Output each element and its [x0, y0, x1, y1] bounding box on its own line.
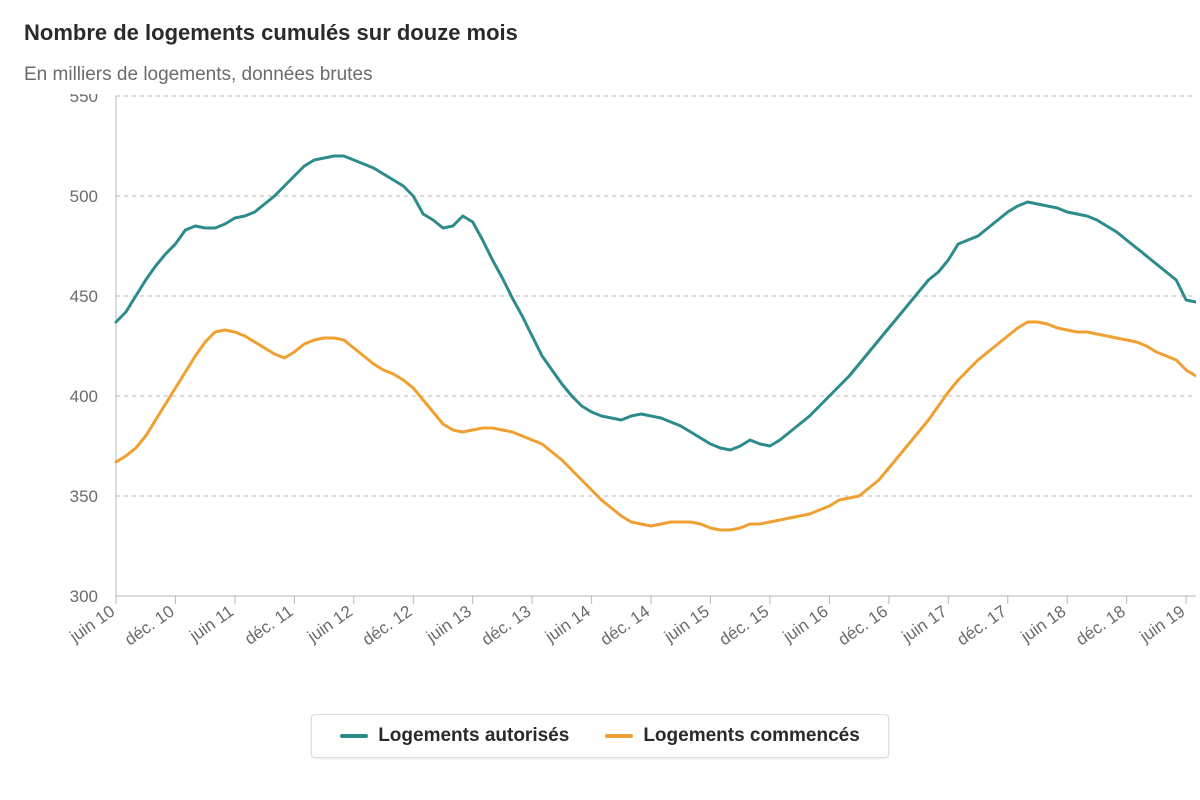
chart-title: Nombre de logements cumulés sur douze mo… [24, 20, 1180, 46]
y-tick-label: 500 [70, 187, 98, 206]
x-tick-label: déc. 13 [478, 602, 535, 650]
x-tick-label: déc. 15 [716, 602, 773, 650]
x-tick-label: juin 12 [303, 602, 356, 647]
series-autorises [116, 156, 1196, 450]
x-tick-label: déc. 10 [121, 602, 178, 650]
x-tick-label: déc. 14 [597, 602, 654, 650]
legend-swatch-autorises [340, 734, 368, 738]
plot-area: 300350400450500550juin 10déc. 10juin 11d… [66, 94, 1196, 649]
x-tick-label: juin 13 [422, 602, 475, 647]
x-tick-label: juin 14 [541, 602, 594, 647]
legend-swatch-commences [605, 734, 633, 738]
legend-row: Logements autorisés Logements commencés [20, 714, 1180, 758]
legend-label-commences: Logements commencés [643, 725, 859, 747]
x-tick-label: juin 17 [898, 602, 951, 647]
series-commences [116, 322, 1196, 530]
y-tick-label: 350 [70, 487, 98, 506]
legend-item-commences: Logements commencés [605, 725, 859, 747]
legend-label-autorises: Logements autorisés [378, 725, 569, 747]
x-tick-label: déc. 17 [953, 602, 1010, 650]
x-tick-label: déc. 16 [835, 602, 892, 650]
x-tick-label: déc. 18 [1072, 602, 1129, 650]
y-tick-label: 550 [70, 94, 98, 106]
chart-container: Nombre de logements cumulés sur douze mo… [0, 0, 1200, 800]
x-tick-label: juin 19 [1136, 602, 1189, 647]
x-tick-label: juin 11 [185, 602, 237, 646]
y-tick-label: 300 [70, 587, 98, 606]
legend-item-autorises: Logements autorisés [340, 725, 569, 747]
y-tick-label: 450 [70, 287, 98, 306]
x-tick-label: déc. 12 [359, 602, 416, 650]
x-tick-label: déc. 11 [241, 602, 297, 649]
chart-svg: 300350400450500550juin 10déc. 10juin 11d… [20, 94, 1196, 694]
y-tick-label: 400 [70, 387, 98, 406]
x-tick-label: juin 16 [779, 602, 832, 647]
legend: Logements autorisés Logements commencés [311, 714, 889, 758]
x-tick-label: juin 18 [1017, 602, 1070, 647]
x-tick-label: juin 10 [66, 602, 119, 647]
chart-subtitle: En milliers de logements, données brutes [24, 64, 1180, 86]
x-tick-label: juin 15 [660, 602, 713, 647]
